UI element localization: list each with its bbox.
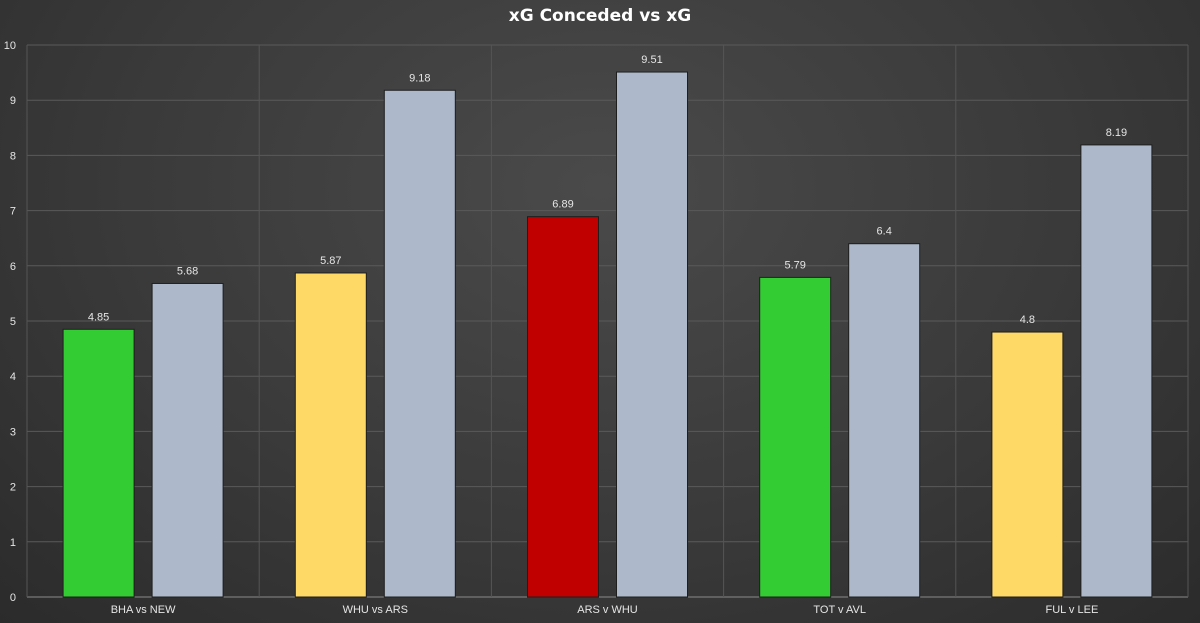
- x-tick-label: ARS v WHU: [577, 604, 638, 616]
- y-tick-label: 10: [4, 40, 16, 52]
- data-label: 5.79: [784, 259, 805, 271]
- y-tick-label: 9: [10, 95, 16, 107]
- data-label: 4.85: [88, 311, 109, 323]
- category-labels: BHA vs NEW WHU vs ARS ARS v WHU TOT v AVL FU…: [111, 604, 1099, 616]
- bar: [151, 282, 224, 598]
- bars: [62, 71, 1153, 598]
- y-tick-label: 0: [10, 592, 16, 604]
- x-tick-label: WHU vs ARS: [343, 604, 408, 616]
- bar: [848, 243, 921, 598]
- y-tick-label: 1: [10, 537, 16, 549]
- data-label: 5.68: [177, 265, 198, 277]
- bar: [527, 216, 599, 598]
- y-tick-label: 8: [10, 150, 16, 162]
- data-label: 6.4: [877, 226, 892, 238]
- bar: [383, 89, 456, 598]
- data-label: 9.18: [409, 72, 430, 84]
- bar: [1080, 144, 1153, 598]
- bar: [62, 328, 135, 598]
- data-label: 9.51: [641, 54, 662, 66]
- y-tick-label: 7: [10, 206, 16, 218]
- y-tick-label: 2: [10, 482, 16, 494]
- data-label: 4.8: [1020, 314, 1035, 326]
- data-label: 8.19: [1106, 127, 1127, 139]
- bar: [616, 71, 688, 598]
- x-tick-label: BHA vs NEW: [111, 604, 176, 616]
- y-tick-label: 5: [10, 316, 16, 328]
- bar: [759, 276, 832, 598]
- bar: [294, 272, 367, 598]
- x-tick-label: FUL v LEE: [1046, 604, 1099, 616]
- y-tick-label: 4: [10, 371, 16, 383]
- data-label: 6.89: [552, 199, 573, 211]
- chart-title: xG Conceded vs xG: [508, 6, 692, 26]
- y-axis-ticks: 0 1 2 3 4 5 6 7 8 9 10: [4, 40, 16, 604]
- y-tick-label: 3: [10, 426, 16, 438]
- x-tick-label: TOT v AVL: [813, 604, 866, 616]
- value-labels: 4.85 5.68 5.87 9.18 6.89 9.51 5.79 6.4 4.8 8.19: [88, 54, 1127, 326]
- bar: [991, 331, 1064, 598]
- data-label: 5.87: [320, 255, 341, 267]
- y-tick-label: 6: [10, 261, 16, 273]
